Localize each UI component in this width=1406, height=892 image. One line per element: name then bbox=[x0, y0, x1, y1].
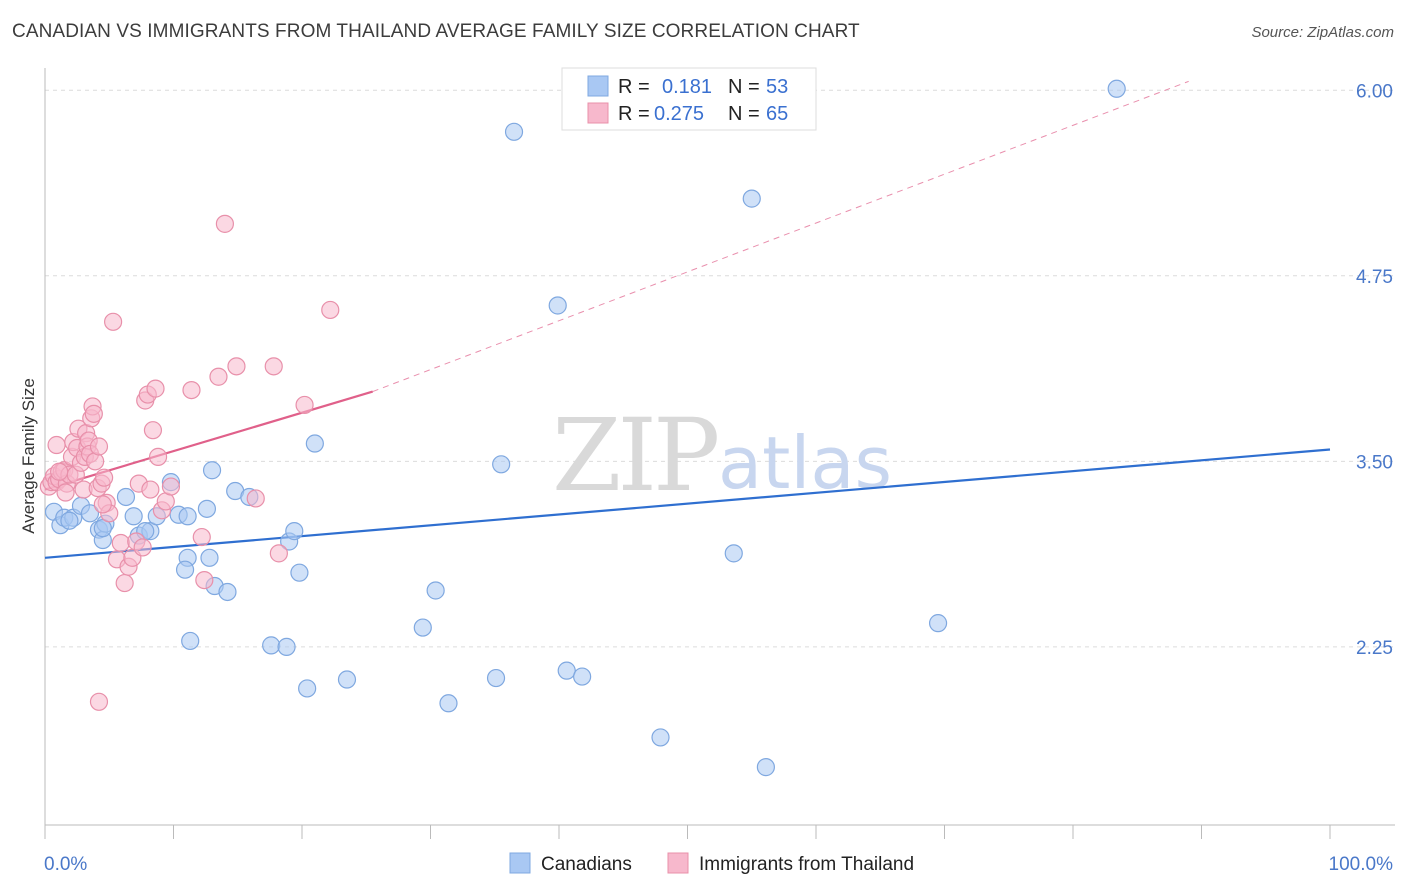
y-tick-labels: 2.25 3.50 4.75 6.00 bbox=[1356, 81, 1393, 659]
legend-label-canadians: Canadians bbox=[541, 854, 632, 875]
legend-r-value-canadians: 0.181 bbox=[662, 76, 712, 98]
series-points-1 bbox=[39, 214, 340, 711]
point-1-26 bbox=[89, 437, 109, 456]
point-1-50 bbox=[192, 527, 211, 547]
point-0-51 bbox=[124, 507, 143, 526]
point-0-42 bbox=[573, 667, 592, 686]
point-1-58 bbox=[295, 395, 314, 415]
point-1-44 bbox=[146, 379, 165, 398]
legend-label-thailand: Immigrants from Thailand bbox=[699, 854, 914, 875]
legend-r-value-thailand: 0.275 bbox=[654, 103, 704, 125]
series-points-0 bbox=[44, 79, 1126, 777]
x-tick-label-max: 100.0% bbox=[1329, 854, 1394, 875]
point-0-33 bbox=[337, 670, 357, 689]
point-1-45 bbox=[148, 447, 168, 466]
axes bbox=[44, 68, 1395, 839]
point-0-30 bbox=[290, 563, 309, 582]
point-0-27 bbox=[277, 637, 296, 656]
x-tick-label-min: 0.0% bbox=[44, 854, 87, 875]
point-1-64 bbox=[89, 692, 109, 711]
legend-r-label-canadians: R = bbox=[618, 76, 650, 98]
legend-swatch-canadians bbox=[587, 75, 609, 97]
y-tick-label-1: 3.50 bbox=[1356, 452, 1393, 473]
point-0-19 bbox=[197, 499, 217, 518]
series-legend: Canadians Immigrants from Thailand bbox=[509, 852, 914, 875]
point-1-63 bbox=[50, 462, 69, 481]
legend-n-value-thailand: 65 bbox=[766, 103, 788, 125]
point-0-18 bbox=[181, 631, 200, 651]
chart-title: CANADIAN VS IMMIGRANTS FROM THAILAND AVE… bbox=[12, 21, 860, 42]
point-0-50 bbox=[178, 507, 197, 526]
trend-line-extension-1 bbox=[372, 80, 1189, 393]
point-1-48 bbox=[161, 477, 181, 496]
point-1-24 bbox=[86, 452, 105, 471]
point-0-17 bbox=[175, 560, 195, 579]
point-1-23 bbox=[84, 404, 103, 423]
point-0-48 bbox=[1107, 79, 1126, 98]
point-1-31 bbox=[104, 312, 123, 331]
grid-lines bbox=[45, 89, 1395, 648]
point-1-39 bbox=[133, 538, 152, 557]
point-0-41 bbox=[557, 661, 576, 680]
point-1-28 bbox=[95, 468, 114, 487]
point-1-34 bbox=[115, 573, 134, 593]
point-1-33 bbox=[111, 533, 130, 553]
point-1-54 bbox=[227, 357, 246, 376]
point-0-35 bbox=[426, 581, 445, 600]
trend-line-0 bbox=[44, 448, 1331, 559]
point-1-49 bbox=[182, 380, 201, 400]
point-0-32 bbox=[305, 434, 324, 453]
y-axis-label: Average Family Size bbox=[19, 378, 38, 534]
point-0-23 bbox=[200, 548, 219, 567]
point-0-26 bbox=[262, 636, 281, 655]
y-tick-label-2: 4.75 bbox=[1356, 267, 1393, 288]
point-0-47 bbox=[928, 614, 948, 633]
point-0-5 bbox=[80, 504, 100, 523]
legend-n-label-thailand: N = bbox=[728, 103, 760, 125]
watermark-zip: ZIP bbox=[552, 397, 717, 514]
point-0-38 bbox=[492, 455, 511, 474]
point-1-51 bbox=[195, 570, 214, 590]
legend-r-label-thailand: R = bbox=[618, 103, 650, 125]
point-0-37 bbox=[486, 668, 506, 688]
y-tick-label-0: 2.25 bbox=[1356, 638, 1393, 659]
point-1-42 bbox=[141, 480, 160, 499]
legend-n-value-canadians: 53 bbox=[766, 76, 788, 98]
point-0-43 bbox=[651, 728, 670, 747]
y-tick-label-3: 6.00 bbox=[1356, 81, 1393, 102]
point-0-39 bbox=[504, 122, 524, 141]
point-0-44 bbox=[724, 544, 743, 563]
point-1-60 bbox=[93, 495, 112, 514]
data-points bbox=[39, 79, 1126, 777]
point-1-53 bbox=[215, 214, 234, 233]
watermark-atlas: atlas bbox=[718, 421, 892, 505]
point-1-43 bbox=[143, 421, 163, 440]
point-0-20 bbox=[202, 461, 222, 480]
legend-swatch-bottom-canadians bbox=[509, 852, 531, 874]
point-1-56 bbox=[264, 357, 283, 376]
point-0-34 bbox=[413, 618, 432, 637]
point-0-45 bbox=[742, 189, 761, 208]
stats-legend: R = 0.181 N = 53 R = 0.275 N = 65 bbox=[561, 67, 817, 131]
watermark: ZIP atlas bbox=[552, 397, 892, 514]
point-1-61 bbox=[56, 483, 75, 502]
legend-swatch-bottom-thailand bbox=[667, 852, 689, 874]
point-0-29 bbox=[285, 522, 304, 541]
point-0-52 bbox=[60, 511, 79, 530]
legend-swatch-thailand bbox=[587, 102, 609, 124]
point-0-31 bbox=[298, 679, 317, 698]
point-0-9 bbox=[116, 487, 136, 507]
chart-source: Source: ZipAtlas.com bbox=[1251, 24, 1394, 41]
point-0-25 bbox=[218, 582, 237, 602]
point-0-36 bbox=[439, 694, 458, 713]
point-1-55 bbox=[246, 489, 265, 508]
point-1-59 bbox=[321, 300, 340, 320]
legend-n-label-canadians: N = bbox=[728, 76, 760, 98]
point-0-40 bbox=[548, 296, 567, 315]
point-1-62 bbox=[47, 435, 66, 455]
point-1-52 bbox=[209, 367, 228, 386]
point-0-46 bbox=[756, 758, 775, 777]
point-1-57 bbox=[269, 544, 288, 563]
